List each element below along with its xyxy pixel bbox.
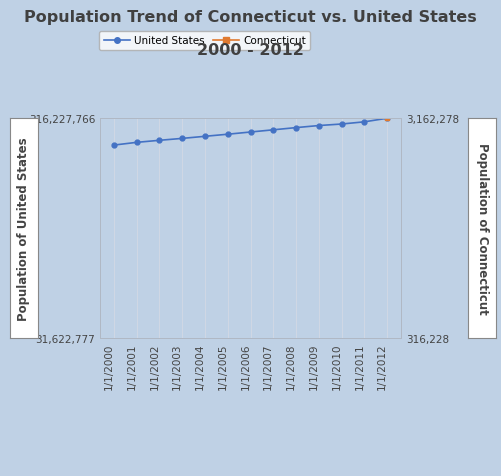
Text: Population of United States: Population of United States	[18, 137, 30, 320]
Connecticut	[270, 89, 276, 95]
Connecticut	[384, 116, 390, 122]
United States	[339, 122, 345, 128]
United States	[179, 136, 185, 142]
Connecticut	[134, 96, 140, 102]
United States	[225, 132, 231, 138]
United States	[384, 116, 390, 122]
United States	[247, 130, 254, 136]
United States	[111, 143, 117, 149]
United States	[156, 138, 162, 144]
United States	[293, 126, 299, 131]
Text: Population Trend of Connecticut vs. United States: Population Trend of Connecticut vs. Unit…	[24, 10, 477, 24]
Connecticut	[202, 90, 208, 96]
Connecticut	[293, 88, 299, 94]
United States	[361, 119, 367, 125]
Line: Connecticut: Connecticut	[111, 84, 390, 121]
Connecticut	[316, 89, 322, 94]
Connecticut	[361, 84, 367, 89]
Connecticut	[111, 98, 117, 103]
United States	[270, 128, 276, 133]
Connecticut	[179, 91, 185, 97]
Line: United States: United States	[111, 117, 390, 148]
United States	[316, 123, 322, 129]
United States	[134, 140, 140, 146]
Connecticut	[339, 84, 345, 90]
Connecticut	[156, 93, 162, 99]
Legend: United States, Connecticut: United States, Connecticut	[99, 32, 310, 50]
Text: Population of Connecticut: Population of Connecticut	[476, 143, 488, 314]
Connecticut	[247, 89, 254, 95]
United States	[202, 134, 208, 140]
Text: 2000 - 2012: 2000 - 2012	[197, 43, 304, 58]
Connecticut	[225, 89, 231, 95]
